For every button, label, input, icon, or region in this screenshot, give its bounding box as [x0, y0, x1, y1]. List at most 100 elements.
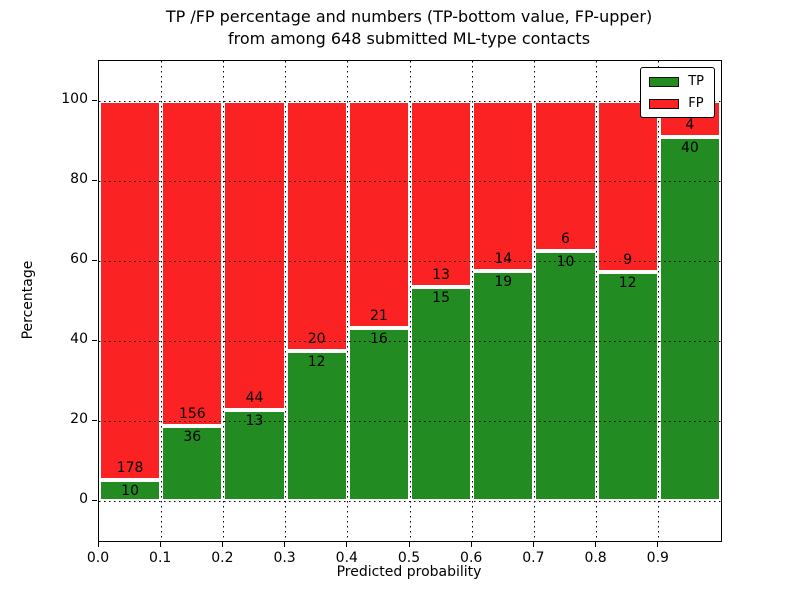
bar-fp-segment — [347, 101, 410, 329]
legend-swatch-fp — [649, 98, 680, 109]
y-tick-label: 80 — [70, 171, 88, 187]
legend: TP FP — [640, 67, 715, 118]
y-tick — [92, 259, 97, 261]
bar-tp-count-label: 10 — [556, 254, 575, 270]
gridline-x — [658, 61, 660, 541]
x-tick — [470, 542, 472, 547]
bar-tp-count-label: 10 — [121, 482, 139, 499]
legend-entry-tp: TP — [649, 74, 704, 89]
bar-fp-count-label: 9 — [623, 252, 633, 269]
bar-fp-segment — [596, 101, 659, 273]
gridline-x — [285, 61, 287, 541]
chart-title-line2: from among 648 submitted ML-type contact… — [227, 29, 591, 48]
legend-swatch-tp — [649, 76, 680, 87]
x-tick-label: 0.3 — [273, 550, 296, 566]
bar-fp-segment — [99, 101, 162, 480]
bar-fp-segment — [534, 101, 597, 251]
gridline-x — [596, 61, 598, 541]
x-tick — [532, 542, 534, 547]
gridline-y — [99, 180, 721, 182]
bar-fp-count-label: 4 — [685, 117, 695, 134]
chart-title: TP /FP percentage and numbers (TP-bottom… — [98, 6, 720, 50]
bar-tp-segment — [596, 272, 659, 501]
bar-fp-segment — [223, 101, 286, 410]
bar-fp-count-label: 178 — [116, 459, 144, 476]
gridline-x — [347, 61, 349, 541]
y-tick — [92, 339, 97, 341]
bar-fp-segment — [472, 101, 535, 271]
y-tick — [92, 99, 97, 101]
legend-entry-fp: FP — [649, 96, 704, 111]
y-tick — [92, 419, 97, 421]
x-tick — [346, 542, 348, 547]
x-tick — [97, 542, 99, 547]
x-axis-label: Predicted probability — [336, 564, 482, 580]
y-tick-label: 100 — [61, 91, 88, 107]
x-tick-label: 0.2 — [211, 550, 234, 566]
bar-fp-count-label: 44 — [245, 389, 264, 406]
bar-tp-segment — [347, 328, 410, 501]
gridline-x — [533, 61, 535, 541]
x-tick — [408, 542, 410, 547]
bar-fp-segment — [161, 101, 224, 426]
gridline-x — [160, 61, 162, 541]
bar-tp-segment — [161, 426, 224, 501]
bar-tp-segment — [285, 351, 348, 501]
legend-label-fp: FP — [688, 96, 704, 111]
bar-tp-segment — [99, 479, 162, 501]
x-tick-label: 0.9 — [646, 550, 669, 566]
plot-area: 178 10 156 36 44 13 20 12 21 16 13 15 14 19 6 10 9 12 4 40 … — [98, 60, 722, 542]
bar-tp-count-label: 19 — [494, 273, 513, 290]
bar-tp-segment — [410, 286, 473, 501]
bar-fp-count-label: 14 — [494, 250, 513, 267]
bar-fp-count-label: 13 — [432, 266, 450, 283]
bar-tp-count-label: 12 — [307, 354, 326, 370]
legend-label-tp: TP — [688, 74, 704, 89]
gridline-y — [99, 500, 721, 502]
y-axis-label: Percentage — [20, 260, 36, 340]
x-tick — [595, 542, 597, 547]
gridline-y — [99, 420, 721, 422]
bar-fp-count-label: 20 — [307, 331, 326, 347]
x-tick — [221, 542, 223, 547]
x-tick — [159, 542, 161, 547]
bar-fp-segment — [410, 101, 473, 287]
y-tick-label: 40 — [70, 331, 88, 347]
bar-tp-count-label: 12 — [618, 275, 637, 292]
bar-fp-segment — [285, 101, 348, 351]
gridline-x — [471, 61, 473, 541]
bar-tp-count-label: 40 — [680, 140, 699, 157]
bar-fp-count-label: 6 — [561, 231, 570, 247]
bar-fp-count-label: 21 — [369, 308, 388, 325]
y-tick — [92, 499, 97, 501]
x-tick-label: 0.7 — [522, 550, 545, 566]
gridline-x — [409, 61, 411, 541]
gridline-y — [99, 260, 721, 262]
y-tick-label: 60 — [70, 251, 88, 267]
bar-tp-segment — [658, 137, 721, 501]
x-tick — [284, 542, 286, 547]
y-tick-label: 0 — [79, 491, 88, 507]
y-tick-label: 20 — [70, 411, 88, 427]
gridline-y — [99, 340, 721, 342]
x-tick — [657, 542, 659, 547]
x-tick-label: 0.4 — [335, 550, 358, 566]
y-tick — [92, 179, 97, 181]
x-tick-label: 0.1 — [149, 550, 172, 566]
bar-tp-segment — [223, 409, 286, 501]
bar-tp-count-label: 15 — [432, 289, 450, 306]
bar-tp-segment — [472, 270, 535, 501]
bar-tp-count-label: 13 — [245, 412, 264, 429]
x-tick-label: 0.6 — [460, 550, 483, 566]
x-tick-label: 0.5 — [397, 550, 421, 566]
bar-fp-count-label: 156 — [178, 406, 206, 422]
bar-tp-segment — [534, 251, 597, 501]
gridline-x — [222, 61, 224, 541]
gridline-y — [99, 100, 721, 102]
bar-tp-count-label: 36 — [183, 429, 202, 445]
bar-tp-count-label: 16 — [369, 331, 388, 348]
chart-title-line1: TP /FP percentage and numbers (TP-bottom… — [165, 7, 653, 26]
x-tick-label: 0.0 — [86, 550, 110, 566]
x-tick-label: 0.8 — [584, 550, 607, 566]
